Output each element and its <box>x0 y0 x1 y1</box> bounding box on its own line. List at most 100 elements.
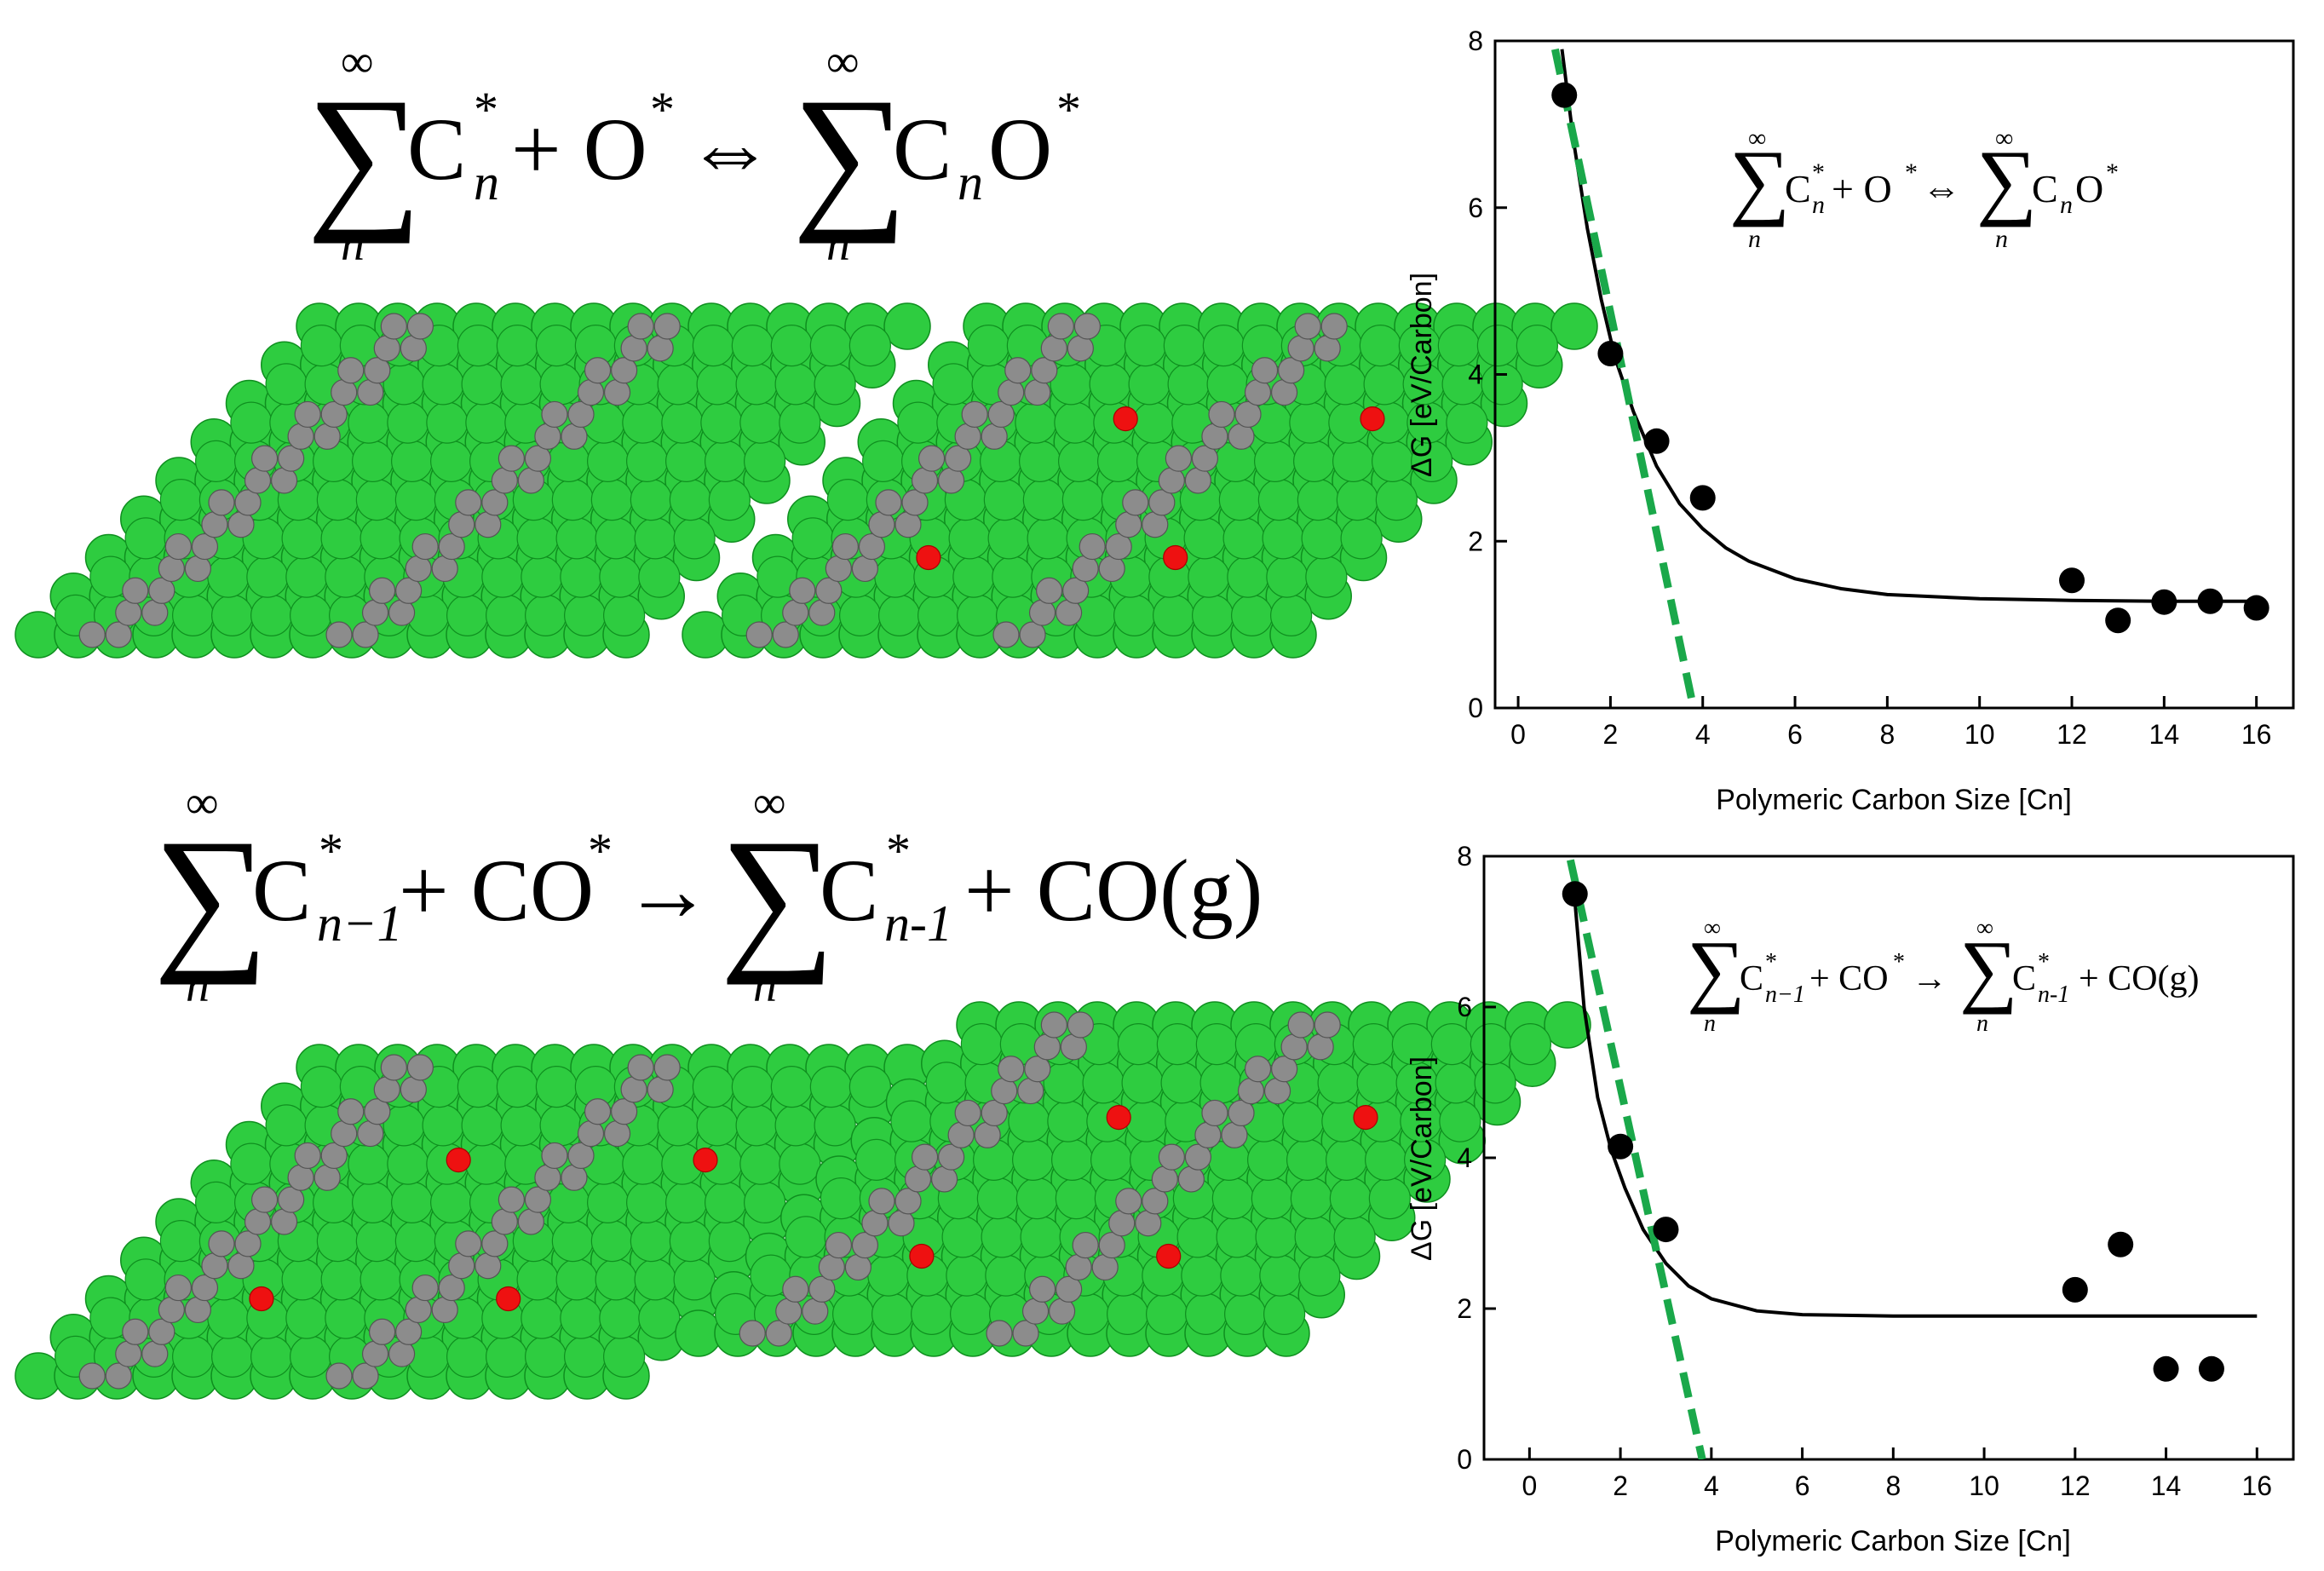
rhs-superscript: * <box>886 823 911 878</box>
copper-atom <box>320 517 363 560</box>
data-point <box>2197 588 2223 614</box>
carbon-atom <box>164 1274 192 1302</box>
copper-atom <box>1051 1138 1094 1181</box>
inset-rhs-sub: n-1 <box>2038 981 2069 1008</box>
slab-bottom-right-carbon-oxygen <box>675 1001 1591 1357</box>
copper-atom <box>1294 1216 1337 1258</box>
oxygen-atom <box>496 1286 521 1312</box>
carbon-atom <box>918 445 946 472</box>
copper-atom <box>246 555 289 598</box>
inset-arrow: → <box>1912 959 1947 998</box>
carbon-atom <box>825 1231 852 1259</box>
carbon-atom <box>584 1098 612 1125</box>
copper-atom <box>696 363 739 406</box>
carbon-atom <box>368 1318 396 1345</box>
copper-atom <box>1550 302 1598 350</box>
carbon-atom <box>1004 357 1032 384</box>
copper-atom <box>1015 1177 1058 1220</box>
copper-atom <box>486 1335 528 1378</box>
sum-lower-limit: n <box>1748 225 1761 253</box>
copper-atom <box>985 1254 1027 1297</box>
inset-rhs-sup: * <box>2106 158 2119 187</box>
copper-atom <box>878 594 921 636</box>
copper-atom <box>446 594 489 636</box>
copper-atom <box>599 555 641 598</box>
copper-atom <box>967 325 1010 367</box>
copper-atom <box>1301 517 1343 560</box>
carbon-atom <box>481 489 509 516</box>
copper-atom <box>735 1104 778 1147</box>
carbon-atom <box>406 1054 434 1081</box>
x-axis-label: Polymeric Carbon Size [Cn] <box>1715 1525 2071 1557</box>
copper-atom <box>457 1066 499 1108</box>
carbon-atom <box>815 577 843 604</box>
data-point <box>2108 1231 2134 1257</box>
copper-atom <box>348 401 390 444</box>
copper-atom <box>387 1142 429 1185</box>
copper-atom <box>1257 479 1300 521</box>
copper-atom <box>316 1220 359 1263</box>
inset-rhs-tail: + CO(g) <box>2079 959 2200 998</box>
carbon-atom <box>1028 1275 1056 1303</box>
copper-atom <box>551 479 594 521</box>
copper-atom <box>496 325 538 367</box>
copper-atom <box>1128 363 1171 406</box>
carbon-atom <box>895 1188 922 1215</box>
carbon-atom <box>1287 1011 1314 1039</box>
oxygen-atoms <box>249 1147 718 1312</box>
copper-atom <box>1146 1292 1188 1335</box>
copper-atom <box>1153 594 1195 636</box>
copper-atom <box>630 1220 672 1263</box>
copper-atom <box>832 1292 875 1335</box>
copper-atom <box>1047 1100 1090 1142</box>
carbon-atom <box>438 532 465 561</box>
carbon-atom <box>105 1362 132 1390</box>
copper-atom <box>1254 440 1297 482</box>
copper-atom <box>1206 363 1249 406</box>
copper-atom <box>826 479 869 521</box>
x-tick-label: 10 <box>1969 1470 1999 1501</box>
sum-upper-limit: ∞ <box>1976 915 1993 941</box>
x-tick-label: 4 <box>1704 1470 1719 1501</box>
copper-atom <box>1188 555 1230 598</box>
copper-atom <box>355 1220 398 1263</box>
copper-atom <box>1336 479 1378 521</box>
carbon-atom <box>1294 313 1321 340</box>
copper-atom <box>1058 440 1101 482</box>
copper-atom <box>925 1062 968 1104</box>
copper-atom <box>862 440 905 482</box>
carbon-atom <box>380 1054 407 1081</box>
copper-atom <box>1199 1062 1242 1104</box>
copper-atom <box>560 1297 602 1339</box>
carbon-atom <box>858 532 886 561</box>
carbon-atom <box>294 400 321 429</box>
copper-atom <box>983 479 1026 521</box>
copper-atom <box>360 517 402 560</box>
copper-atom <box>705 1181 747 1223</box>
x-tick-label: 6 <box>1787 719 1803 750</box>
carbon-atom <box>1012 1320 1039 1347</box>
sum-lower-limit: n <box>186 959 210 1012</box>
copper-atom <box>1297 479 1339 521</box>
copper-atom <box>1329 1177 1372 1220</box>
copper-atom <box>1293 440 1336 482</box>
copper-atom <box>890 1100 933 1142</box>
carbon-atom <box>78 1362 106 1390</box>
carbon-atom <box>541 1142 568 1170</box>
carbon-atom <box>611 1098 638 1125</box>
copper-atom <box>809 1066 852 1108</box>
copper-atom <box>1289 401 1332 444</box>
carbon-chains <box>739 1011 1341 1347</box>
copper-atom <box>430 1181 473 1223</box>
carbon-atom <box>411 532 439 561</box>
sum-upper-limit: ∞ <box>186 777 219 828</box>
carbon-atom <box>1067 1011 1095 1039</box>
copper-atom <box>516 517 559 560</box>
copper-atom <box>1282 1100 1325 1142</box>
copper-atom <box>1476 325 1519 367</box>
inset-plus-term: + CO <box>1809 959 1889 998</box>
copper-atom <box>1439 1100 1481 1142</box>
copper-atom <box>1326 1138 1368 1181</box>
copper-atom <box>465 1142 508 1185</box>
copper-atom <box>535 1066 578 1108</box>
